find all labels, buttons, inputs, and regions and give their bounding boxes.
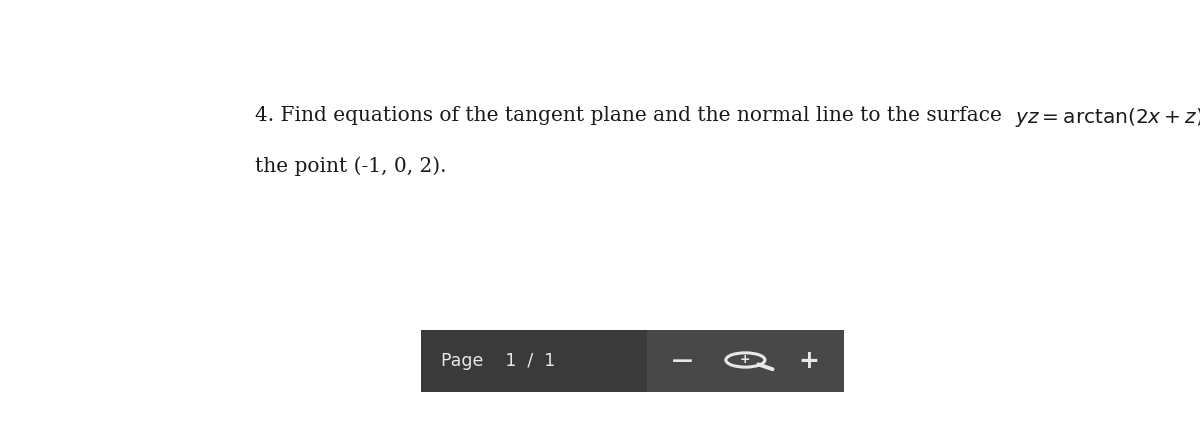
Text: +: + — [740, 354, 751, 366]
Text: Page    1  /  1: Page 1 / 1 — [442, 352, 556, 370]
Bar — [647, 331, 844, 392]
Text: 4. Find equations of the tangent plane and the normal line to the surface: 4. Find equations of the tangent plane a… — [256, 106, 1015, 125]
Bar — [421, 331, 647, 392]
Text: the point (-1, 0, 2).: the point (-1, 0, 2). — [256, 157, 446, 176]
Text: —: — — [672, 351, 692, 371]
Text: $\mathit{yz} = \mathrm{arctan}(2\mathit{x}+\mathit{z})$: $\mathit{yz} = \mathrm{arctan}(2\mathit{… — [1015, 106, 1200, 129]
Text: +: + — [798, 349, 818, 373]
